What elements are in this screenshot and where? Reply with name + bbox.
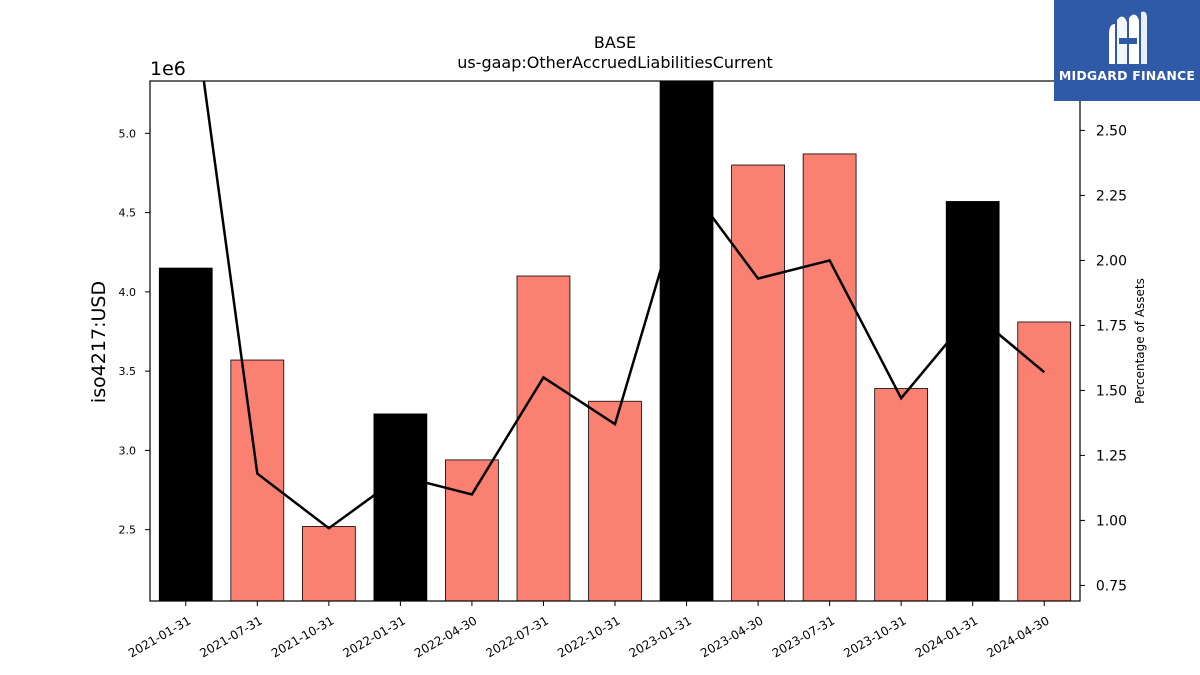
bar-2021-10-31 (301, 526, 356, 601)
y2-tick-label: 1.50 (1096, 383, 1127, 399)
bar-2021-07-31 (230, 359, 285, 601)
bar-2022-07-31 (516, 275, 571, 601)
percentage-line (202, 81, 1046, 530)
x-tick-label: 2023-07-31 (770, 613, 837, 660)
line-layer (202, 81, 1046, 530)
x-tick-label: 2022-01-31 (340, 613, 407, 660)
y-tick-label: 4.5 (119, 207, 137, 220)
x-tick-label: 2023-04-30 (698, 613, 765, 660)
chart-subtitle: us-gaap:OtherAccruedLiabilitiesCurrent (457, 53, 773, 72)
chart-title: BASE (594, 33, 636, 52)
x-tick-label: 2021-01-31 (126, 613, 193, 660)
bar-2023-07-31 (802, 153, 857, 601)
x-tick-label: 2021-10-31 (269, 613, 336, 660)
bar-2023-10-31 (874, 388, 929, 601)
y2-tick-label: 1.25 (1096, 448, 1127, 464)
y2-tick-label: 0.75 (1096, 578, 1127, 594)
y-tick-label: 3.5 (119, 365, 137, 378)
y-tick-label: 5.0 (119, 127, 137, 140)
logo-mark-icon (1109, 11, 1147, 65)
x-tick-label: 2021-07-31 (197, 613, 264, 660)
y2-tick-label: 2.25 (1096, 188, 1127, 204)
y-tick-label: 4.0 (119, 286, 137, 299)
y-tick-label: 2.5 (119, 524, 137, 537)
y2-tick-label: 2.50 (1096, 123, 1127, 139)
y-axis-label: iso4217:USD (88, 281, 110, 403)
y2-axis-label: Percentage of Assets (1133, 278, 1147, 404)
bar-2022-04-30 (445, 459, 499, 601)
y-offset-label: 1e6 (150, 58, 186, 80)
y2-tick-label: 1.00 (1096, 513, 1127, 529)
bars-layer (158, 81, 1072, 601)
bar-2021-01-31 (158, 267, 213, 601)
x-tick-label: 2022-07-31 (484, 613, 551, 660)
x-tick-label: 2022-10-31 (555, 613, 622, 660)
bar-2023-01-31 (659, 81, 714, 601)
bar-2023-04-30 (731, 164, 785, 601)
x-tick-label: 2022-04-30 (412, 613, 479, 660)
y-tick-label: 3.0 (119, 444, 137, 457)
bar-2022-01-31 (373, 413, 428, 601)
bar-2024-04-30 (1017, 321, 1072, 601)
x-tick-label: 2024-01-31 (913, 613, 980, 660)
bar-2024-01-31 (945, 201, 1000, 601)
x-tick-label: 2024-04-30 (984, 613, 1051, 660)
bar-2022-10-31 (588, 400, 642, 601)
x-tick-label: 2023-01-31 (627, 613, 694, 660)
y2-tick-label: 2.00 (1096, 253, 1127, 269)
y2-tick-label: 1.75 (1096, 318, 1127, 334)
x-tick-label: 2023-10-31 (841, 613, 908, 660)
midgard-finance-logo: MIDGARD FINANCE (1054, 0, 1200, 101)
logo-text: MIDGARD FINANCE (1058, 68, 1196, 83)
